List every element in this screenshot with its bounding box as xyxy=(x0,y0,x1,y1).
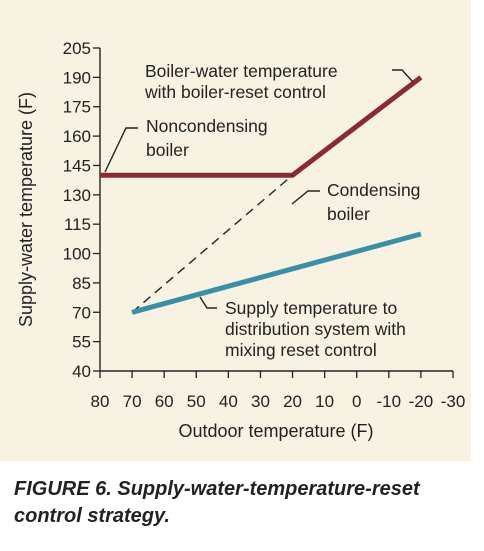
y-tick-label: 55 xyxy=(72,333,91,352)
x-tick-label: 60 xyxy=(155,392,174,411)
y-tick-label: 115 xyxy=(64,215,91,234)
x-tick-label: 20 xyxy=(283,392,302,411)
y-tick-label: 130 xyxy=(63,186,91,205)
annotation-noncondensing-leader xyxy=(104,127,138,173)
x-tick-label: 0 xyxy=(352,392,361,411)
annotation-condensing-leader xyxy=(291,190,320,205)
annotation-noncondensing-line: boiler xyxy=(146,140,189,160)
annotation-mixing-reset-leader xyxy=(199,296,217,309)
x-tick-label: 70 xyxy=(123,392,142,411)
x-tick-label: 50 xyxy=(187,392,206,411)
figure-caption: FIGURE 6. Supply-water-temperature-reset… xyxy=(14,478,420,527)
y-tick-label: 70 xyxy=(72,303,91,322)
annotation-noncondensing-line: Noncondensing xyxy=(146,116,268,136)
annotation-mixing-reset-line: distribution system with xyxy=(225,319,406,339)
y-tick-label: 160 xyxy=(63,127,91,146)
y-tick-label: 100 xyxy=(63,245,91,264)
series-line-condensing xyxy=(131,174,293,313)
y-tick-label: 40 xyxy=(72,362,91,381)
figure-panel: 40 55 70 85 100 115 130 145 160 175 190 205 80 70 60 50… xyxy=(0,0,471,461)
annotation-boiler-reset-line: Boiler-water temperature xyxy=(145,61,338,81)
y-tick-label: 85 xyxy=(72,274,91,293)
y-tick-label: 205 xyxy=(63,39,91,58)
y-tick-label: 190 xyxy=(63,68,91,87)
y-axis-title: Supply-water temperature (F) xyxy=(16,92,36,327)
y-tick-label: 175 xyxy=(63,98,91,117)
annotation-condensing-line: boiler xyxy=(327,204,370,224)
x-tick-label: -10 xyxy=(377,392,402,411)
x-tick-label: 80 xyxy=(91,392,110,411)
annotation-boiler-reset-line: with boiler-reset control xyxy=(144,82,326,102)
x-tick-label: 30 xyxy=(251,392,270,411)
x-tick-label: 40 xyxy=(219,392,238,411)
x-axis-title: Outdoor temperature (F) xyxy=(178,421,373,441)
annotation-condensing-line: Condensing xyxy=(327,180,420,200)
annotation-mixing-reset-line: mixing reset control xyxy=(225,340,377,360)
series-line-mixing-reset xyxy=(131,231,422,315)
x-tick-label: -20 xyxy=(409,392,434,411)
annotation-boiler-reset-leader xyxy=(392,69,414,83)
annotation-mixing-reset-line: Supply temperature to xyxy=(225,298,397,318)
x-tick-label: 10 xyxy=(315,392,334,411)
x-tick-label: -30 xyxy=(441,392,466,411)
y-tick-label: 145 xyxy=(63,156,91,175)
